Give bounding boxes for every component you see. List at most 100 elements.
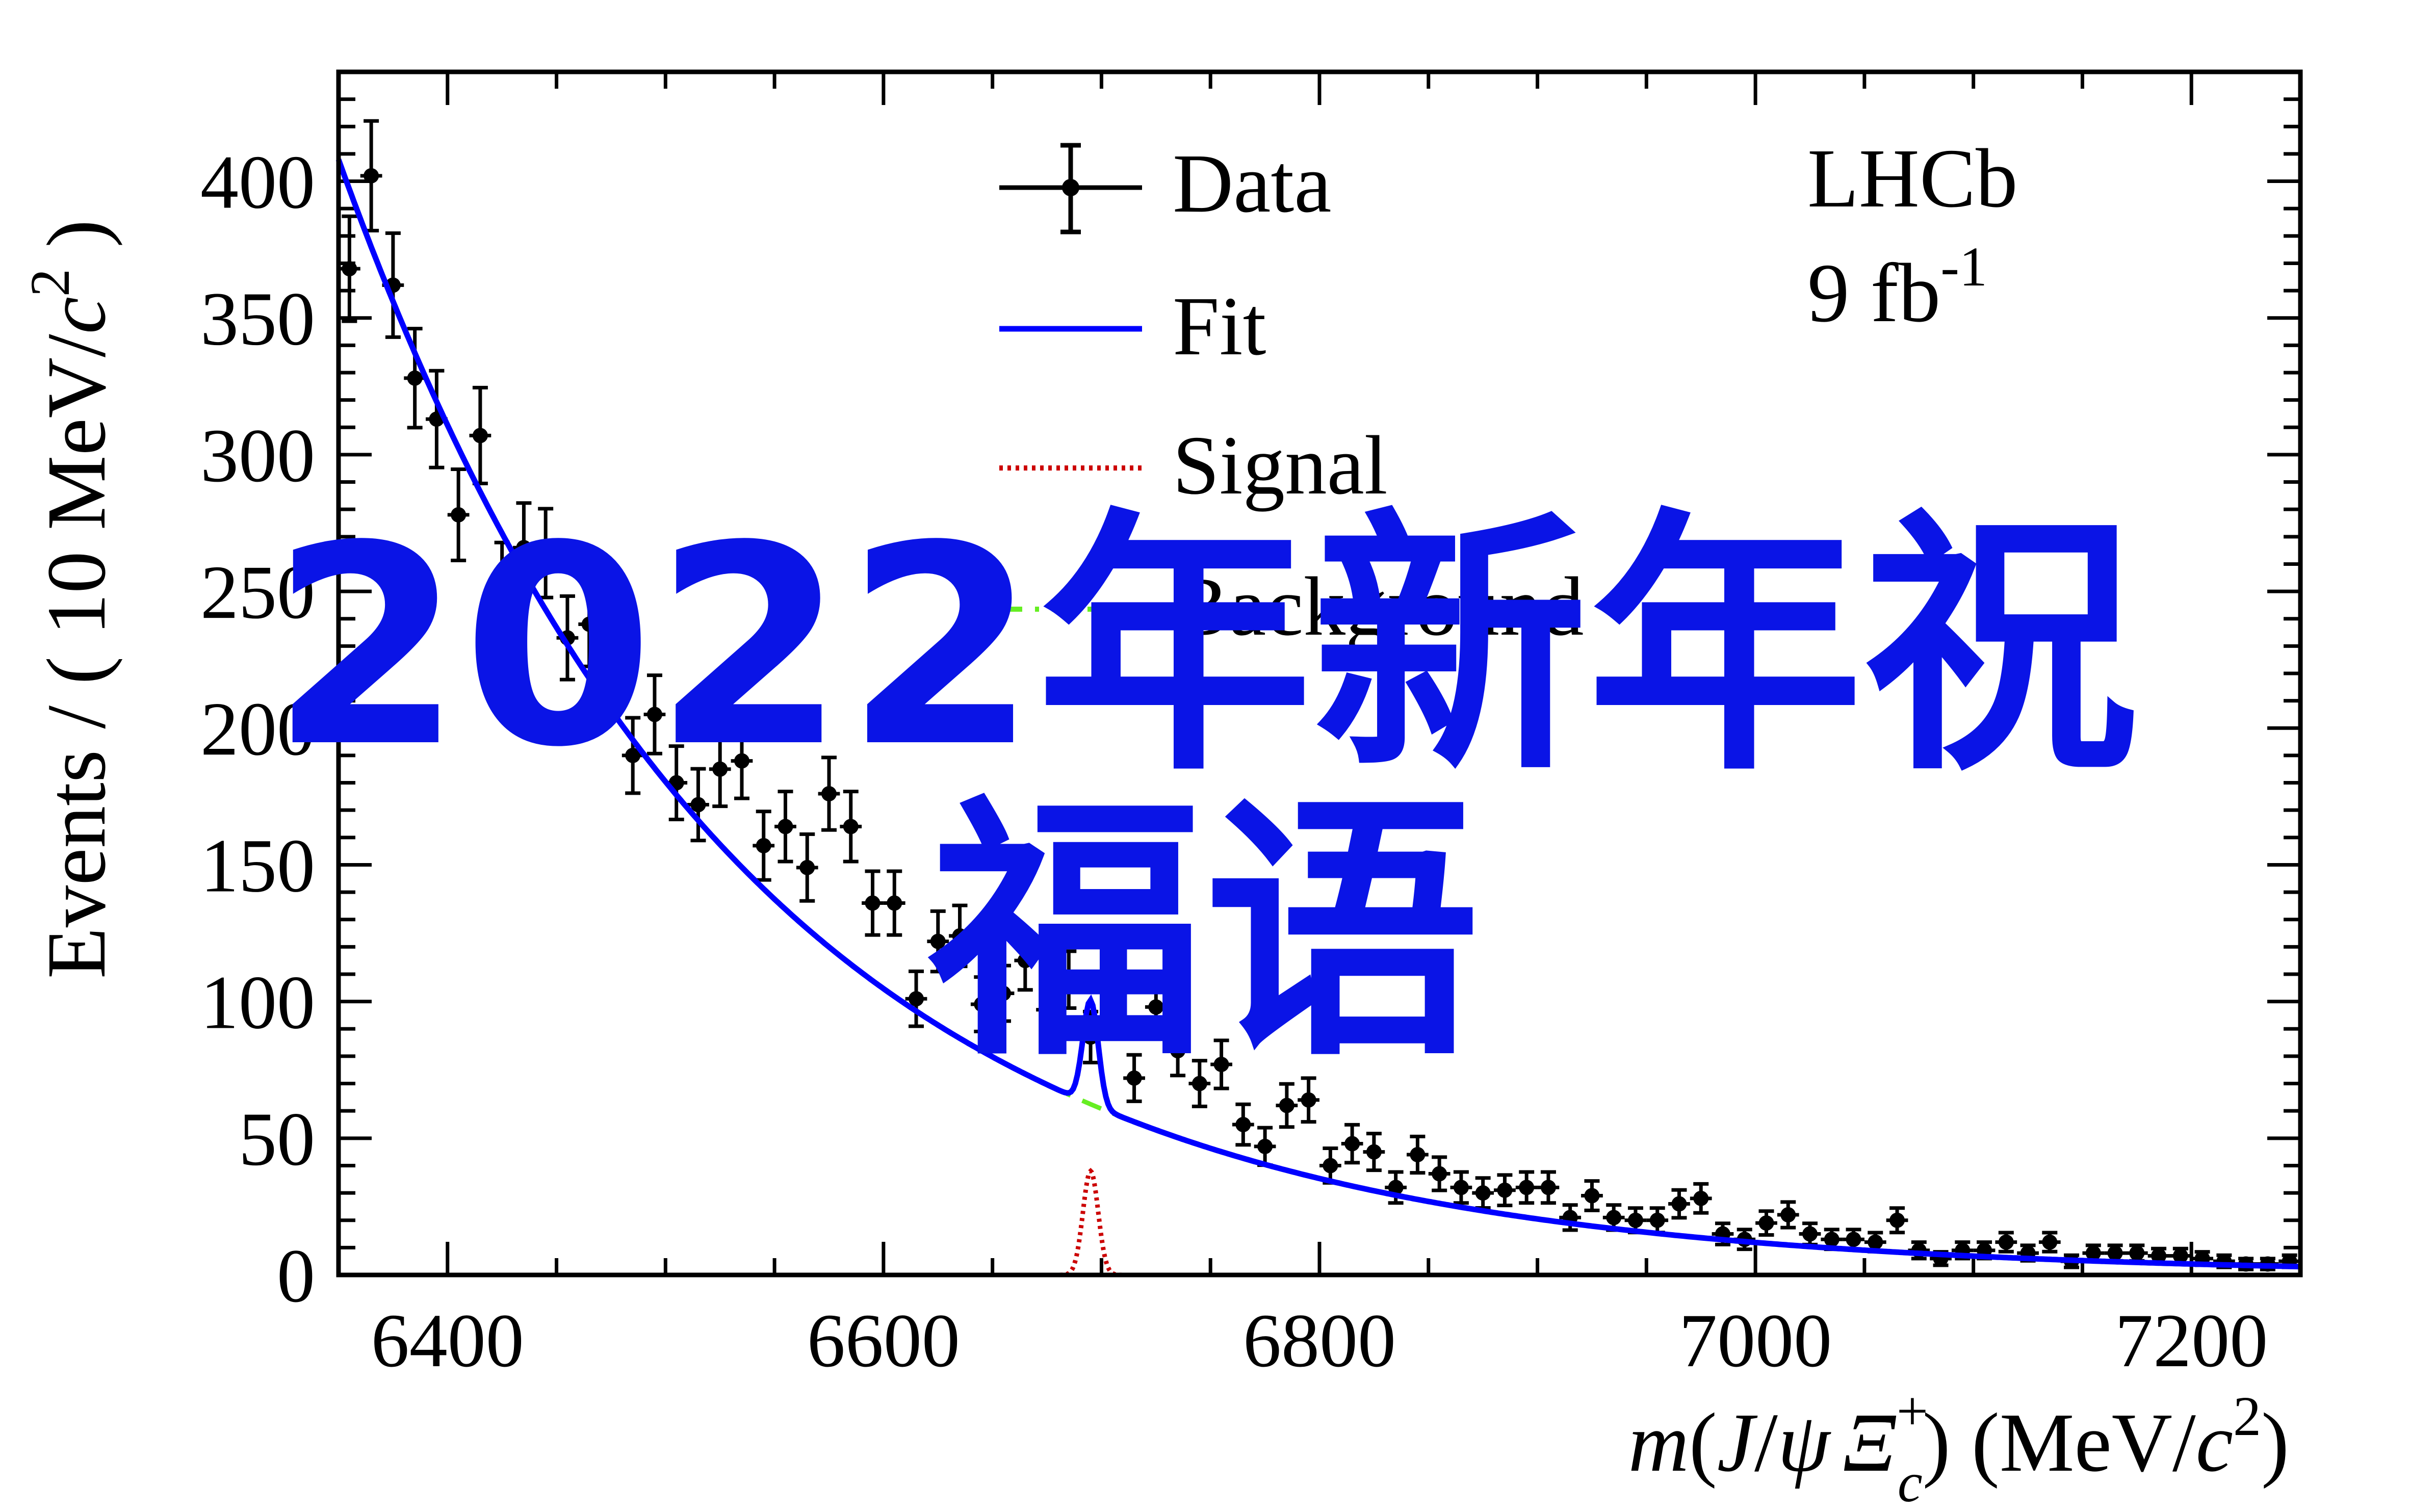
data-point-marker — [778, 819, 793, 835]
luminosity-exponent: -1 — [1940, 236, 1987, 298]
data-point-marker — [451, 507, 467, 523]
y-axis-title-c: c — [30, 297, 123, 334]
data-point-marker — [1519, 1180, 1535, 1195]
data-point — [949, 903, 971, 969]
data-point-marker — [1802, 1226, 1818, 1242]
data-point-marker — [1497, 1182, 1513, 1198]
data-point — [469, 385, 491, 485]
x-title-units: (MeV/ — [1951, 1396, 2196, 1489]
data-point-marker — [843, 819, 859, 835]
data-point — [1363, 1132, 1385, 1172]
experiment-label: LHCb 9 fb-1 — [1807, 132, 2018, 340]
data-point-marker — [625, 747, 641, 763]
overlay-text-line-1: 2022年新年祝 — [271, 487, 2138, 807]
x-title-open: ( — [1689, 1396, 1717, 1489]
data-point-marker — [1366, 1144, 1382, 1160]
data-point — [1472, 1176, 1494, 1210]
data-point — [862, 869, 884, 937]
data-point-marker — [364, 168, 379, 184]
data-point-marker — [1453, 1180, 1469, 1195]
data-point-marker — [516, 540, 532, 556]
data-point — [1145, 978, 1167, 1036]
data-point — [621, 716, 644, 795]
data-point — [1886, 1206, 1908, 1235]
data-point-marker — [1323, 1158, 1338, 1174]
data-point — [1690, 1182, 1712, 1215]
data-point-marker — [865, 895, 880, 911]
data-point-marker — [646, 707, 662, 722]
data-point — [1101, 955, 1124, 1015]
data-point-marker — [887, 895, 902, 911]
data-point-marker — [581, 616, 597, 632]
legend-entry-signal: Signal — [999, 419, 1388, 512]
data-point — [818, 755, 840, 832]
data-point-marker — [974, 997, 990, 1012]
y-tick-label: 150 — [200, 823, 315, 908]
data-point — [796, 832, 818, 903]
data-point — [1668, 1188, 1690, 1220]
data-point-marker — [821, 786, 837, 801]
data-point-marker — [1540, 1180, 1556, 1195]
x-title-sub: c — [1898, 1451, 1923, 1512]
legend-label-fit: Fit — [1173, 279, 1266, 373]
x-title-exp: 2 — [2233, 1385, 2261, 1447]
y-tick-label: 300 — [200, 413, 315, 498]
data-point — [1494, 1173, 1516, 1208]
data-point-marker — [2172, 1248, 2188, 1264]
data-point-marker — [494, 578, 510, 594]
data-point-marker — [1213, 1057, 1229, 1072]
data-point — [1450, 1170, 1472, 1205]
y-axis-title-text: Events / ( 10 MeV/ — [30, 334, 123, 979]
data-point-marker — [2085, 1245, 2101, 1261]
data-point-marker — [342, 261, 357, 277]
y-tick-label: 100 — [200, 960, 315, 1045]
x-tick-label: 7000 — [1679, 1298, 1832, 1383]
x-title-m: m — [1628, 1396, 1689, 1489]
data-point-marker — [1846, 1232, 1861, 1247]
data-point-marker — [1170, 1043, 1186, 1059]
data-point — [883, 869, 905, 937]
data-point-marker — [1671, 1196, 1687, 1212]
x-tick-label: 6600 — [807, 1298, 960, 1383]
x-title-c: c — [2196, 1396, 2233, 1489]
legend-entry-data: Data — [999, 137, 1331, 234]
data-point-marker — [1868, 1234, 1883, 1250]
data-point-marker — [712, 761, 728, 777]
x-title-close: ) — [1923, 1396, 1951, 1489]
data-point-marker — [1824, 1232, 1840, 1247]
data-point-marker — [1301, 1092, 1316, 1108]
data-point — [731, 721, 753, 800]
y-tick-label: 0 — [277, 1234, 315, 1318]
data-point — [404, 327, 426, 430]
data-point — [1188, 1059, 1211, 1108]
data-point-marker — [756, 838, 771, 853]
luminosity-label: 9 fb-1 — [1807, 236, 1987, 340]
data-point — [970, 975, 993, 1033]
data-point-marker — [1758, 1215, 1774, 1231]
legend-entry-background: Background — [999, 560, 1584, 653]
data-point-marker — [2151, 1248, 2167, 1264]
data-point — [1057, 949, 1080, 1010]
data-point — [426, 369, 448, 470]
data-point-marker — [472, 428, 488, 444]
data-point — [1755, 1209, 1777, 1237]
tick-labels: 6400 6600 6800 7000 7200 0 50 100 150 200 250 300 35… — [200, 140, 2268, 1383]
y-tick-label: 400 — [200, 140, 315, 225]
legend-label-background: Background — [1173, 560, 1584, 653]
data-point — [753, 810, 775, 882]
x-title-sup: + — [1897, 1380, 1928, 1442]
x-title-J: J — [1717, 1396, 1758, 1489]
data-point — [992, 963, 1015, 1023]
luminosity-value: 9 fb — [1807, 246, 1940, 340]
data-point-marker — [1017, 953, 1033, 969]
data-point-marker — [1649, 1212, 1665, 1228]
x-title-units-close: ) — [2261, 1396, 2289, 1489]
data-point — [578, 580, 601, 668]
data-point — [774, 790, 796, 864]
data-point-marker — [2107, 1245, 2123, 1261]
data-point-marker — [909, 991, 924, 1007]
data-point — [1232, 1102, 1254, 1147]
data-point-marker — [1780, 1207, 1796, 1222]
data-point — [1123, 1053, 1145, 1103]
data-point-marker — [1235, 1117, 1251, 1132]
